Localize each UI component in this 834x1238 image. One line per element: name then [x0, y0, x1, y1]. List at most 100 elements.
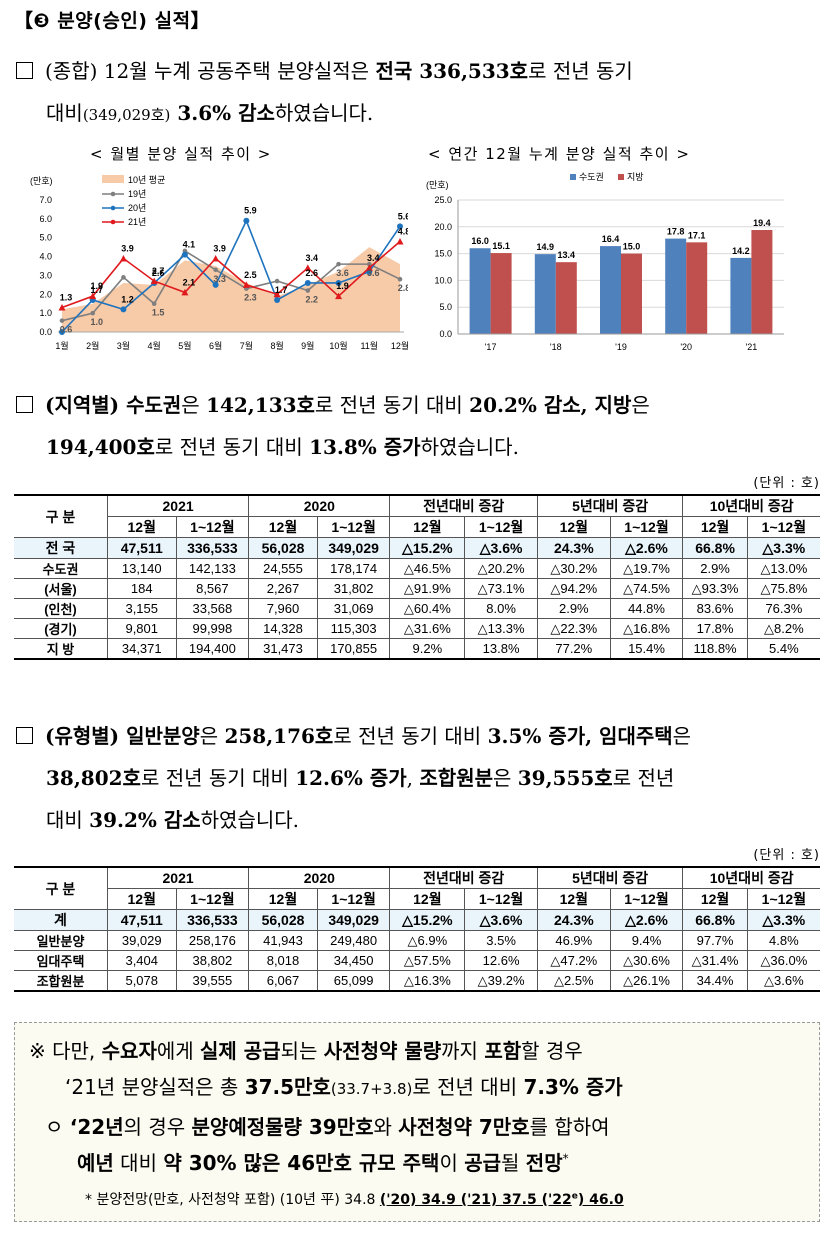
header-cum: 1~12월 — [316, 516, 391, 538]
header-10y: 10년대비 증감 — [682, 494, 820, 517]
table-cell: △16.8% — [609, 618, 684, 639]
header-gubun: 구 분 — [14, 494, 108, 538]
series-2021-data-label: 1.9 — [90, 281, 103, 291]
table-cell: 2.9% — [682, 558, 748, 579]
type-paragraph: (유형별) 일반분양은 258,176호로 전년 동기 대비 3.5% 증가, … — [16, 715, 822, 841]
y-tick-label: 7.0 — [39, 195, 52, 205]
row-label: 수도권 — [14, 558, 108, 579]
unit-label-2: (단위 : 호) — [753, 848, 820, 863]
section-title: 【❸ 분양(승인) 실적】 — [14, 10, 211, 32]
table-row: 전 국 47,511 336,533 56,028 349,029 △15.2% △3.6%… — [14, 537, 820, 559]
table-cell: △47.2% — [536, 950, 611, 971]
x-tick-label: '19 — [615, 342, 627, 352]
unit-label: (단위 : 호) — [753, 476, 820, 491]
table-cell: 13,140 — [106, 558, 177, 579]
annual-chart: (만호) 0.0 5.0 10.0 15.0 20.0 25.0 16.0 15.1 '17 14.… — [426, 171, 784, 352]
table-cell: 99,998 — [175, 618, 250, 639]
header-dec: 12월 — [248, 888, 318, 910]
series-2020-point — [304, 279, 311, 286]
series-2019-point — [366, 261, 372, 267]
legend-label: 19년 — [128, 189, 146, 199]
bar-metro-label: 16.0 — [471, 236, 489, 246]
y-tick-label: 2.0 — [39, 289, 52, 299]
row-label: 지 방 — [14, 638, 108, 660]
series-2021-data-label: 2.7 — [152, 266, 165, 276]
table-cell: 5,078 — [106, 970, 177, 992]
bar-local — [555, 262, 577, 334]
row-label: 일반분양 — [14, 930, 108, 951]
table-cell: △16.3% — [389, 970, 466, 992]
header-cum: 1~12월 — [609, 516, 684, 538]
table-cell: 349,029 — [316, 537, 391, 559]
table-row: 계 47,511 336,533 56,028 349,029 △15.2% △3.6% 24… — [14, 909, 820, 931]
x-tick-label: 12월 — [391, 340, 408, 351]
table-cell: 38,802 — [175, 950, 250, 971]
series-2020-data-label: 5.9 — [244, 206, 257, 216]
table-cell: 7,960 — [248, 598, 318, 619]
series-2021-point — [396, 237, 404, 245]
chart2-caption: < 연간 12월 누계 분양 실적 추이 > — [428, 145, 691, 163]
bar-metro — [469, 248, 491, 334]
row-label: 전 국 — [14, 537, 108, 559]
bar-metro-label: 17.8 — [667, 227, 685, 237]
bar-local-label: 13.4 — [558, 250, 576, 260]
table-cell: 46.9% — [536, 930, 611, 951]
header-dec: 12월 — [682, 888, 748, 910]
x-tick-label: 2월 — [86, 340, 99, 351]
series-2021-data-label: 3.9 — [121, 243, 134, 253]
series-2021-point — [273, 290, 281, 298]
header-yoy: 전년대비 증감 — [389, 494, 538, 517]
bar-local — [621, 253, 642, 334]
table-cell: △74.5% — [609, 578, 684, 599]
header-dec: 12월 — [107, 516, 177, 538]
legend-swatch-local — [618, 174, 624, 180]
x-tick-label: 10월 — [329, 340, 347, 351]
table-cell: △60.4% — [389, 598, 466, 619]
series-2020-point — [243, 217, 250, 224]
series-2020-data-label: 5.6 — [398, 211, 408, 221]
series-2021-point — [335, 292, 343, 300]
table-cell: 31,069 — [316, 598, 391, 619]
table-cell: 258,176 — [175, 930, 250, 951]
header-dec: 12월 — [389, 516, 466, 538]
series-2020-point — [335, 279, 342, 286]
bar-local — [686, 242, 708, 334]
x-tick-label: 5월 — [178, 340, 191, 351]
y-tick-label: 15.0 — [434, 249, 452, 259]
table-cell: 4.8% — [746, 930, 820, 951]
series-2019-point — [90, 310, 96, 316]
table-cell: 17.8% — [682, 618, 748, 639]
table-cell: 41,943 — [248, 930, 318, 951]
region-table: 구 분 2021 2020 전년대비 증감 5년대비 증감 10년대비 증감 1… — [14, 494, 820, 660]
row-label: (경기) — [14, 618, 108, 639]
legend-marker — [110, 191, 116, 197]
series-2021-point — [365, 264, 373, 271]
table-cell: 31,802 — [316, 578, 391, 599]
monthly-chart: (만호) 0.0 1.0 2.0 3.0 4.0 5.0 6.0 7.0 1월 2월 3월 4월 5월 6월… — [30, 175, 408, 351]
series-2020-point — [120, 306, 127, 313]
table-row: 지 방 34,371 194,400 31,473 170,855 9.2% 13.8% 77… — [14, 638, 820, 660]
bar-local-label: 15.1 — [492, 241, 510, 251]
table-cell: 2.9% — [536, 598, 611, 619]
x-tick-label: 9월 — [301, 340, 314, 351]
table-cell: △15.2% — [389, 909, 466, 931]
note-footnote: * 분양전망(만호, 사전청약 포함) (10년 平) 34.8 ('20) 3… — [85, 1191, 624, 1208]
y-tick-label: 10.0 — [434, 275, 452, 285]
table-cell: 336,533 — [175, 909, 250, 931]
series-2020-data-label: 1.7 — [90, 285, 103, 295]
series-2019-line — [61, 249, 401, 322]
table-cell: △57.5% — [389, 950, 466, 971]
series-2021-point — [150, 277, 158, 285]
series-2019-point — [151, 301, 157, 307]
bar-metro-label: 14.9 — [537, 242, 555, 252]
table-cell: 97.7% — [682, 930, 748, 951]
series-2019-data-label: 3.3 — [213, 274, 226, 284]
table-cell: △13.3% — [464, 618, 538, 639]
series-2019-data-label: 0.6 — [60, 325, 73, 335]
table-row: 일반분양 39,029 258,176 41,943 249,480 △6.9% 3.5% 4… — [14, 930, 820, 951]
series-2021-point — [58, 303, 66, 311]
header-dec: 12월 — [536, 516, 611, 538]
bar-local — [490, 253, 512, 334]
table-cell: △75.8% — [746, 578, 820, 599]
table-cell: 142,133 — [175, 558, 250, 579]
